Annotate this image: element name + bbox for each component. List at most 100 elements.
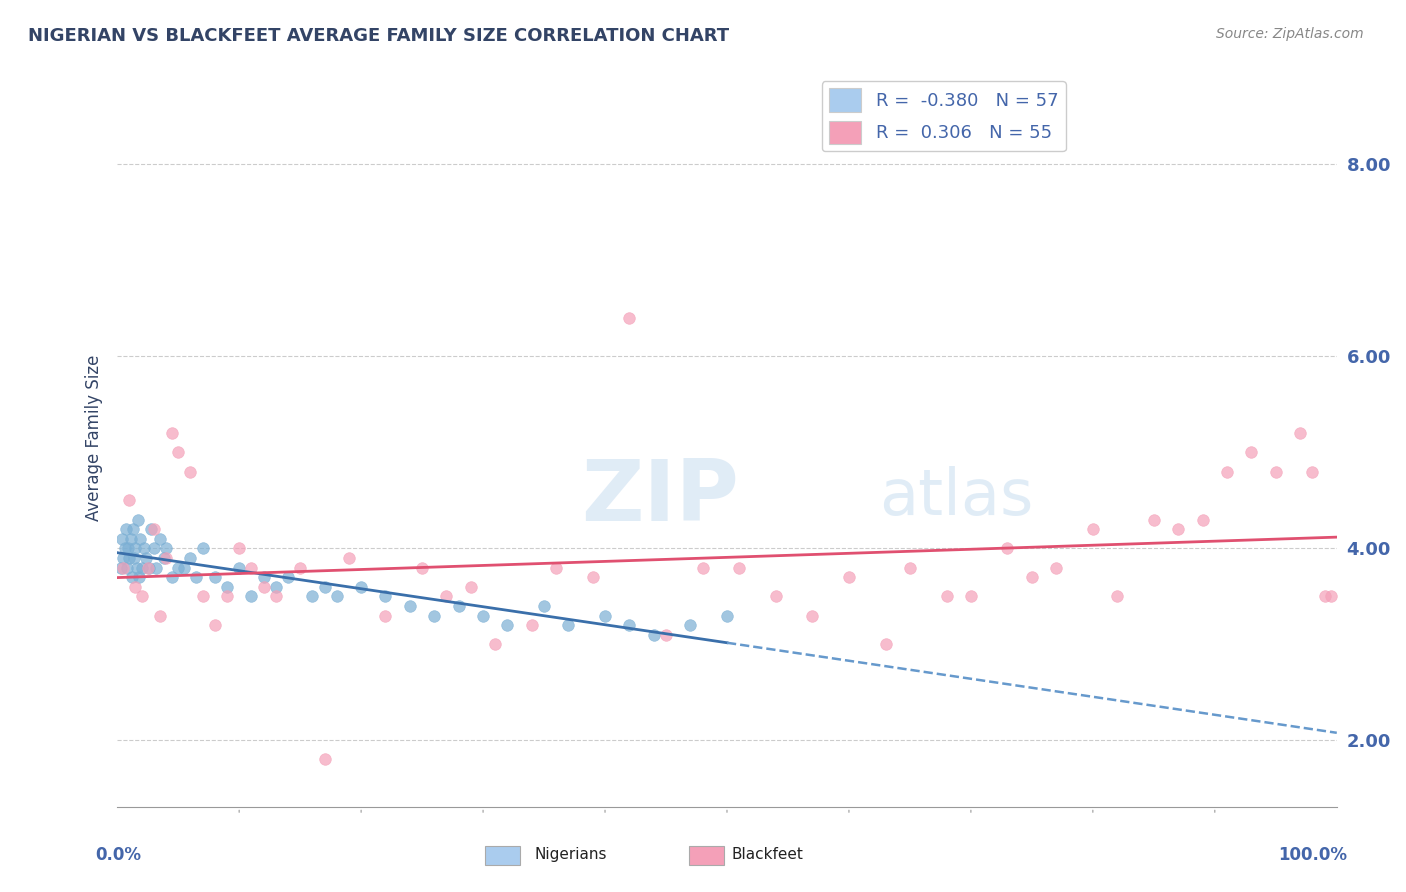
Point — [728, 560, 751, 574]
Point — [167, 560, 190, 574]
Point — [228, 541, 250, 556]
Point — [472, 608, 495, 623]
Point — [141, 522, 163, 536]
Point — [191, 590, 214, 604]
Point — [142, 522, 165, 536]
Point — [399, 599, 422, 613]
Point — [374, 590, 396, 604]
Point — [411, 560, 433, 574]
Point — [496, 618, 519, 632]
Point — [337, 550, 360, 565]
Point — [215, 580, 238, 594]
Point — [460, 580, 482, 594]
Point — [838, 570, 860, 584]
Point — [120, 532, 142, 546]
Point — [960, 590, 983, 604]
Point — [112, 560, 135, 574]
Point — [252, 570, 274, 584]
Point — [127, 512, 149, 526]
Point — [155, 550, 177, 565]
Point — [138, 560, 160, 574]
Point — [484, 637, 506, 651]
Point — [1081, 522, 1104, 536]
Legend: R =  -0.380   N = 57, R =  0.306   N = 55: R = -0.380 N = 57, R = 0.306 N = 55 — [821, 81, 1066, 151]
Point — [314, 580, 336, 594]
Point — [204, 570, 226, 584]
Point — [716, 608, 738, 623]
Point — [142, 541, 165, 556]
Point — [1191, 512, 1213, 526]
Point — [1216, 465, 1239, 479]
Point — [643, 628, 665, 642]
Point — [1264, 465, 1286, 479]
Point — [186, 570, 208, 584]
Point — [619, 618, 641, 632]
Point — [240, 590, 263, 604]
Point — [252, 580, 274, 594]
Point — [228, 560, 250, 574]
Point — [593, 608, 616, 623]
Point — [277, 570, 299, 584]
Point — [115, 560, 138, 574]
Point — [1107, 590, 1129, 604]
Point — [155, 541, 177, 556]
Point — [128, 570, 150, 584]
Point — [215, 590, 238, 604]
Point — [111, 532, 134, 546]
Point — [112, 550, 135, 565]
Point — [135, 550, 157, 565]
Point — [118, 493, 141, 508]
Point — [117, 541, 139, 556]
Point — [875, 637, 897, 651]
Point — [173, 560, 195, 574]
Point — [110, 560, 132, 574]
Point — [1167, 522, 1189, 536]
Text: Source: ZipAtlas.com: Source: ZipAtlas.com — [1216, 27, 1364, 41]
Text: 0.0%: 0.0% — [96, 846, 142, 863]
Text: Blackfeet: Blackfeet — [731, 847, 803, 862]
Text: 100.0%: 100.0% — [1278, 846, 1347, 863]
Point — [314, 752, 336, 766]
Point — [801, 608, 824, 623]
Point — [264, 590, 287, 604]
Point — [129, 532, 152, 546]
Point — [125, 560, 148, 574]
Point — [122, 550, 145, 565]
Point — [423, 608, 446, 623]
Point — [131, 560, 153, 574]
Point — [997, 541, 1019, 556]
Point — [1319, 590, 1341, 604]
Point — [204, 618, 226, 632]
Point — [447, 599, 470, 613]
Point — [114, 522, 136, 536]
Point — [160, 426, 183, 441]
Point — [288, 560, 311, 574]
Text: NIGERIAN VS BLACKFEET AVERAGE FAMILY SIZE CORRELATION CHART: NIGERIAN VS BLACKFEET AVERAGE FAMILY SIZ… — [28, 27, 730, 45]
Point — [131, 590, 153, 604]
Text: atlas: atlas — [879, 467, 1033, 528]
Point — [436, 590, 458, 604]
Point — [1301, 465, 1323, 479]
Point — [325, 590, 347, 604]
Y-axis label: Average Family Size: Average Family Size — [86, 355, 103, 521]
Point — [1240, 445, 1263, 459]
Point — [179, 465, 201, 479]
Point — [679, 618, 702, 632]
Point — [160, 570, 183, 584]
Point — [132, 541, 155, 556]
Point — [655, 628, 678, 642]
Text: Nigerians: Nigerians — [534, 847, 607, 862]
Point — [152, 550, 174, 565]
Text: ZIP: ZIP — [581, 456, 738, 539]
Point — [145, 560, 167, 574]
Point — [1021, 570, 1043, 584]
Point — [114, 541, 136, 556]
Point — [765, 590, 787, 604]
Point — [533, 599, 555, 613]
Point — [240, 560, 263, 574]
Point — [1289, 426, 1312, 441]
Point — [692, 560, 714, 574]
Point — [179, 550, 201, 565]
Point — [619, 311, 641, 326]
Point — [935, 590, 957, 604]
